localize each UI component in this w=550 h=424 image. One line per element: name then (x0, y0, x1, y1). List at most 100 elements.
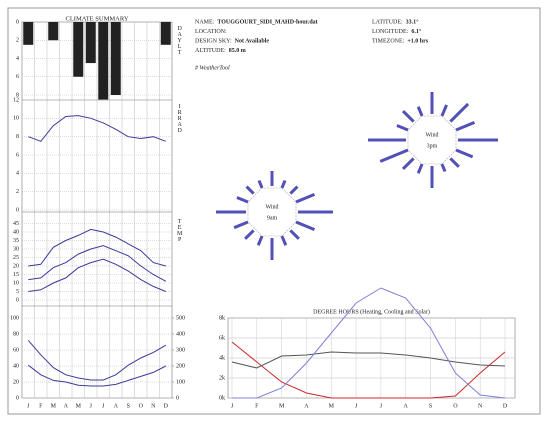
rose-bar (280, 180, 287, 189)
x-tick-label: N (151, 403, 156, 409)
x-tick-label: J (27, 403, 30, 409)
x-tick-label: M (51, 403, 57, 409)
rose-bar (280, 235, 288, 246)
x-tick-label: J (102, 403, 105, 409)
rose-bar (401, 109, 415, 123)
y-tick-label: 80 (13, 331, 19, 337)
y-tick-label: 8 (16, 92, 19, 98)
series-line (28, 245, 167, 282)
y-tick-label: 8 (16, 134, 19, 140)
y-tick-label: 6k (219, 335, 225, 341)
x-tick-label: A (304, 403, 309, 409)
x-tick-label: O (139, 403, 144, 409)
y2-tick-label: 400 (176, 331, 185, 337)
series-line (231, 351, 506, 369)
y-tick-label: 25 (13, 255, 19, 261)
x-tick-label: D (164, 403, 169, 409)
y-tick-label: 0 (16, 19, 19, 25)
x-tick-label: F (39, 403, 43, 409)
y-tick-label: 0 (16, 395, 19, 401)
rose-bar (295, 220, 316, 231)
y2-tick-label: 500 (176, 315, 185, 321)
y-tick-label: 60 (13, 347, 19, 353)
y-tick-label: 20 (13, 263, 19, 269)
x-tick-label: D (503, 403, 508, 409)
rose-bar (401, 157, 415, 171)
rose-subtitle: 9am (267, 215, 278, 221)
series-line (27, 364, 167, 387)
field-label: DESIGN SKY: (195, 38, 232, 44)
y-tick-label: 15 (13, 272, 19, 278)
rose-bar (449, 157, 460, 168)
series-line (28, 115, 166, 142)
field-label: ALTITUDE: (195, 48, 226, 54)
y-tick-label: 40 (13, 229, 19, 235)
series-line (232, 287, 506, 399)
bar (98, 22, 109, 100)
rose-bar (244, 229, 255, 240)
series-line (27, 340, 167, 381)
source: # WeatherTool (195, 65, 230, 71)
rose-bar (379, 148, 409, 163)
x-tick-label: J (355, 403, 358, 409)
panel-label: TEMP (176, 219, 182, 243)
field-value: TOUGGOURT_SIDI_MAHD-hour.dat (217, 19, 317, 25)
rose-bar (289, 229, 300, 240)
y-tick-label: 0 (16, 207, 19, 213)
y-tick-label: 5 (16, 289, 19, 295)
y-tick-label: 12 (13, 97, 19, 103)
field-label: LATITUDE: (372, 19, 403, 25)
panel-label: IRRAD (177, 104, 183, 134)
bar (73, 22, 84, 77)
y-tick-label: 8k (219, 315, 225, 321)
x-tick-label: O (453, 403, 458, 409)
y2-tick-label: 200 (176, 363, 185, 369)
field-label: LONGITUDE: (372, 29, 409, 35)
x-tick-label: S (429, 403, 432, 409)
y-tick-label: 4 (16, 171, 19, 177)
y-tick-label: 10 (13, 116, 19, 122)
field-label: NAME: (195, 19, 215, 25)
y-tick-label: 0k (219, 395, 225, 401)
field-value: Not Available (235, 38, 270, 44)
y-tick-label: 2k (219, 375, 225, 381)
field-label: LOCATION: (195, 29, 227, 35)
x-tick-label: A (114, 403, 119, 409)
x-tick-label: S (127, 403, 130, 409)
y-tick-label: 4k (219, 355, 225, 361)
frame (7, 7, 541, 415)
rose-bar (245, 185, 255, 195)
rose-bar (236, 196, 249, 204)
bar (160, 22, 171, 45)
y-tick-label: 45 (13, 221, 19, 227)
rose-label: Wind (265, 204, 278, 210)
rose-bar (455, 121, 476, 132)
rose-bar (257, 180, 264, 189)
field-value: +1.0 hrs (407, 38, 428, 44)
field-value: 85.0 m (229, 48, 246, 54)
bar (48, 22, 59, 41)
y2-tick-label: 300 (176, 347, 185, 353)
y2-tick-label: 0 (176, 395, 179, 401)
y-tick-label: 2 (16, 38, 19, 44)
panel-title: CLIMATE SUMMARY (65, 15, 128, 22)
x-tick-label: F (255, 403, 259, 409)
x-tick-label: M (279, 403, 285, 409)
rose-bar (289, 185, 299, 195)
rose-bar (233, 220, 249, 230)
x-tick-label: M (76, 403, 82, 409)
x-tick-label: J (380, 403, 383, 409)
y-tick-label: 35 (13, 238, 19, 244)
bar (110, 22, 121, 95)
series-line (28, 228, 166, 267)
bar (23, 22, 34, 45)
rose-bar (416, 106, 424, 117)
field-value: 33.1° (406, 18, 420, 25)
series-line (28, 258, 166, 292)
field-label: TIMEZONE: (372, 38, 405, 44)
y-tick-label: 100 (10, 315, 19, 321)
y-tick-label: 20 (13, 379, 19, 385)
x-tick-label: A (64, 403, 69, 409)
rose-ring (247, 187, 297, 237)
